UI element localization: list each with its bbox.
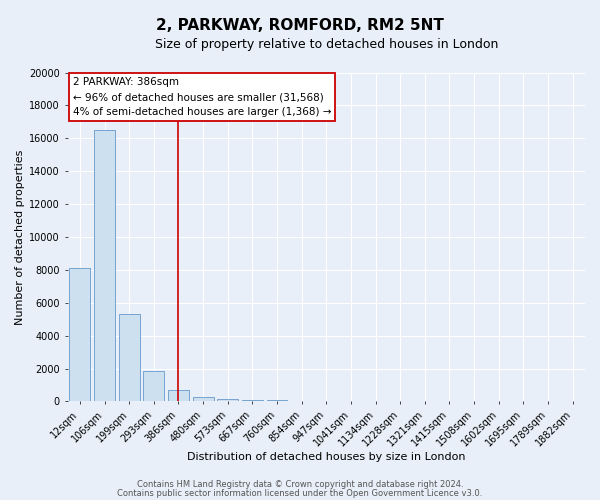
Text: Contains public sector information licensed under the Open Government Licence v3: Contains public sector information licen…	[118, 488, 482, 498]
Text: 2, PARKWAY, ROMFORD, RM2 5NT: 2, PARKWAY, ROMFORD, RM2 5NT	[156, 18, 444, 32]
Title: Size of property relative to detached houses in London: Size of property relative to detached ho…	[155, 38, 498, 51]
Y-axis label: Number of detached properties: Number of detached properties	[15, 150, 25, 324]
Bar	[242, 400, 263, 402]
Bar	[143, 371, 164, 402]
Bar	[119, 314, 140, 402]
Text: Contains HM Land Registry data © Crown copyright and database right 2024.: Contains HM Land Registry data © Crown c…	[137, 480, 463, 489]
Bar	[168, 390, 189, 402]
Bar	[193, 397, 214, 402]
Bar	[94, 130, 115, 402]
Text: 2 PARKWAY: 386sqm
← 96% of detached houses are smaller (31,568)
4% of semi-detac: 2 PARKWAY: 386sqm ← 96% of detached hous…	[73, 78, 331, 117]
Bar	[70, 268, 91, 402]
X-axis label: Distribution of detached houses by size in London: Distribution of detached houses by size …	[187, 452, 466, 462]
Bar	[266, 400, 287, 402]
Bar	[217, 399, 238, 402]
